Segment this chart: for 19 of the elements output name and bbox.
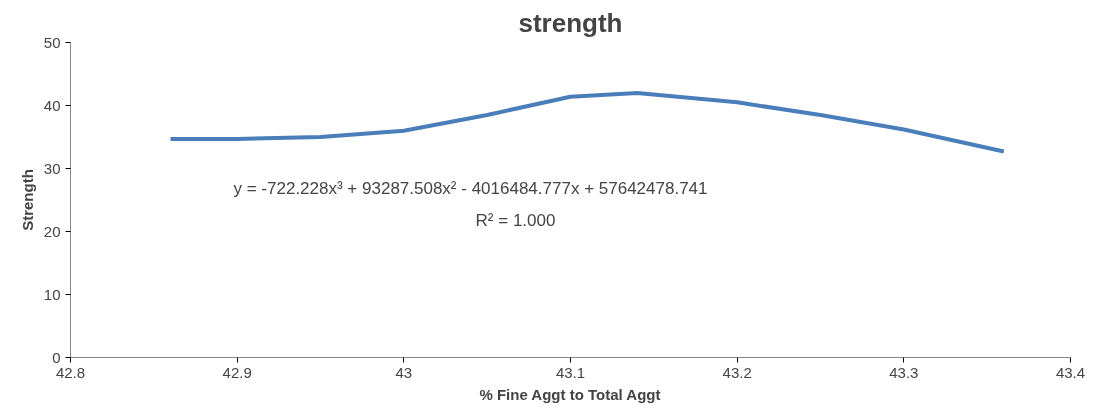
y-tick-label: 40 (43, 96, 61, 114)
chart-title: strength (518, 7, 623, 38)
x-tick-label: 43 (395, 363, 413, 381)
y-axis-title: Strength (18, 169, 36, 231)
x-tick-label: 42.8 (55, 363, 86, 381)
y-tick-label: 0 (52, 348, 61, 366)
annotation: R² = 1.000 (475, 210, 556, 230)
y-tick-label: 30 (43, 159, 61, 177)
annotation: y = -722.228x³ + 93287.508x² - 4016484.777x + 57642478.741 (233, 178, 708, 198)
x-tick-label: 43.2 (722, 363, 752, 381)
y-tick-label: 50 (43, 33, 61, 51)
y-tick-label: 10 (43, 285, 61, 303)
x-tick-label: 43.3 (889, 363, 919, 381)
x-axis-title: % Fine Aggt to Total Aggt (479, 385, 661, 403)
x-tick-label: 43.1 (555, 363, 586, 381)
y-tick-label: 20 (43, 222, 61, 240)
line-series (168, 90, 1006, 154)
x-tick-label: 43.4 (1055, 363, 1086, 381)
x-tick-label: 42.9 (222, 363, 252, 381)
